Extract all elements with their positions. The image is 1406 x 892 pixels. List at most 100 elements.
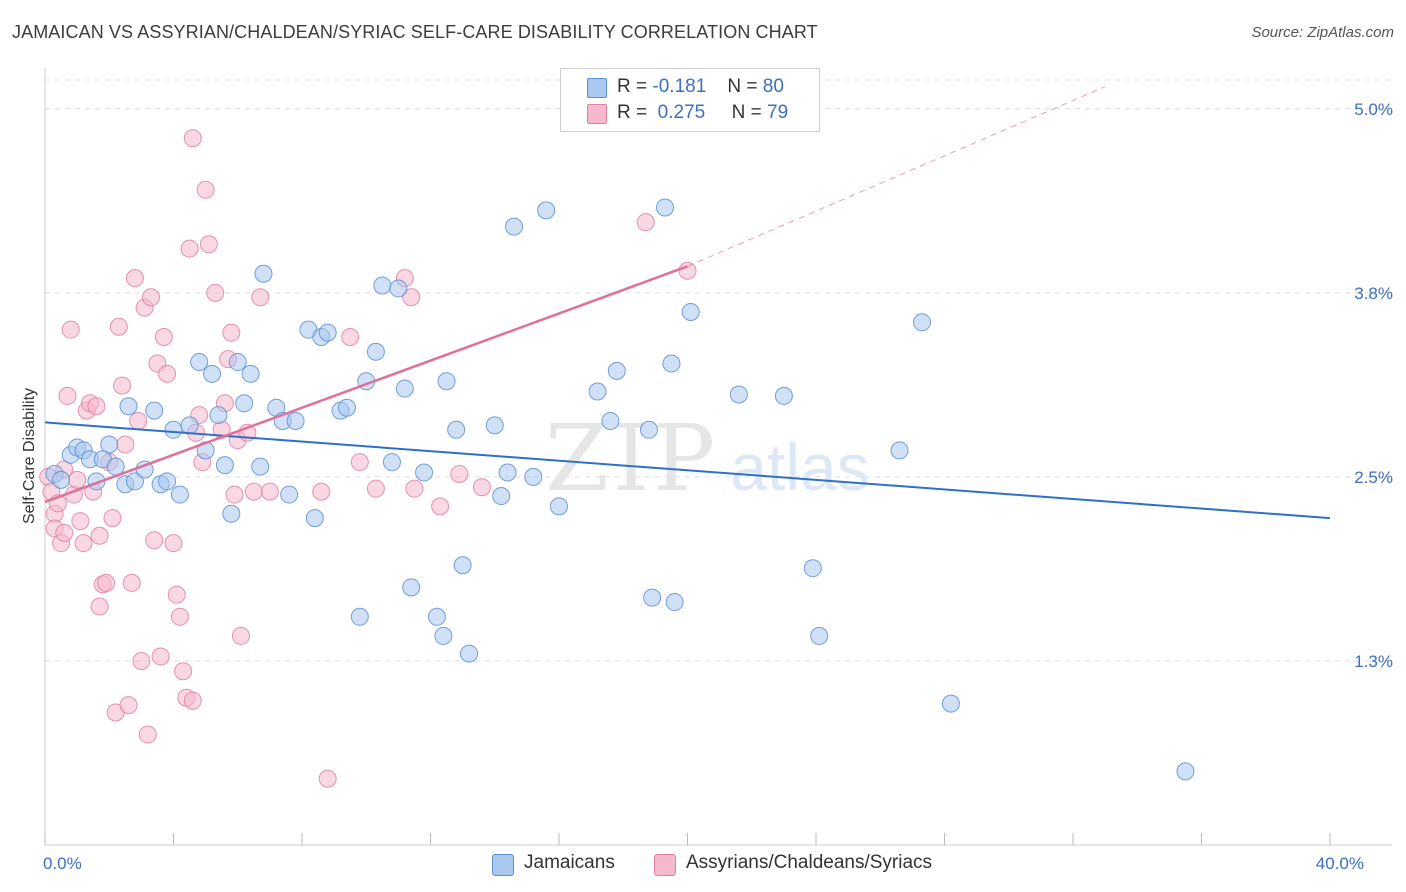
bottom-legend-label-assyrians: Assyrians/Chaldeans/Syriacs: [686, 852, 933, 873]
assyrians-point: [164, 534, 183, 553]
assyrians-point: [119, 696, 138, 715]
x-tick-label: 0.0%: [43, 854, 82, 873]
y-tick-label: 3.8%: [1354, 284, 1393, 303]
assyrians-point: [142, 288, 161, 307]
legend-r-label: R =: [617, 102, 648, 123]
assyrians-point: [174, 662, 193, 681]
jamaicans-point: [228, 353, 247, 372]
jamaicans-point: [251, 457, 270, 476]
assyrians-point: [90, 597, 109, 616]
jamaicans-point: [280, 485, 299, 504]
jamaicans-point: [164, 420, 183, 439]
jamaicans-point: [119, 397, 138, 416]
assyrians-point: [97, 573, 116, 592]
assyrians-point: [251, 288, 270, 307]
assyrians-point: [341, 328, 360, 347]
jamaicans-point: [215, 456, 234, 475]
jamaicans-point: [402, 578, 421, 597]
assyrians-point: [170, 607, 189, 626]
assyrians-point: [55, 523, 74, 542]
jamaicans-point: [810, 626, 829, 645]
assyrians-point: [167, 585, 186, 604]
assyrians-point: [206, 283, 225, 302]
jamaicans-point: [373, 276, 392, 295]
assyrians-point: [312, 482, 331, 501]
legend-r-jamaicans: -0.181: [652, 76, 707, 97]
jamaicans-point: [366, 342, 385, 361]
jamaicans-point: [222, 504, 241, 523]
bottom-legend-label-jamaicans: Jamaicans: [524, 852, 615, 873]
source-credit: Source: ZipAtlas.com: [1251, 24, 1394, 41]
assyrians-point: [122, 573, 141, 592]
jamaicans-point: [209, 406, 228, 425]
legend-swatch-jamaicans: [587, 78, 607, 98]
jamaicans-point: [639, 420, 658, 439]
assyrians-point: [244, 482, 263, 501]
assyrians-point: [318, 769, 337, 788]
jamaicans-point: [434, 626, 453, 645]
jamaicans-point: [803, 559, 822, 578]
jamaicans-point: [203, 364, 222, 383]
assyrians-point: [231, 626, 250, 645]
jamaicans-point: [485, 416, 504, 435]
assyrians-point: [225, 485, 244, 504]
y-tick-label: 1.3%: [1354, 652, 1393, 671]
assyrians-point: [196, 180, 215, 199]
jamaicans-point: [180, 416, 199, 435]
legend-n-label: N =: [731, 102, 762, 123]
jamaicans-point: [550, 497, 568, 516]
jamaicans-point: [492, 487, 511, 506]
assyrians-point: [145, 531, 164, 550]
jamaicans-point: [190, 353, 209, 372]
jamaicans-point: [254, 264, 273, 283]
stats-legend: R = -0.181 N = 80 R = 0.275 N = 79: [560, 68, 820, 132]
x-tick-label: 40.0%: [1316, 854, 1364, 873]
assyrians-point: [260, 482, 279, 501]
y-axis-label: Self-Care Disability: [21, 388, 38, 524]
assyrians-point: [103, 509, 122, 528]
assyrians-point: [222, 323, 241, 342]
jamaicans-point: [505, 217, 524, 236]
jamaicans-point: [1176, 762, 1195, 781]
assyrians-point: [125, 269, 144, 288]
assyrians-point: [366, 479, 385, 498]
jamaicans-point: [415, 463, 434, 482]
jamaicans-point: [890, 441, 909, 460]
jamaicans-point: [145, 401, 164, 420]
y-tick-label: 2.5%: [1354, 468, 1393, 487]
assyrians-point: [71, 512, 90, 531]
axes: [44, 68, 1392, 846]
jamaicans-point: [286, 411, 305, 430]
legend-n-jamaicans: 80: [762, 76, 784, 97]
jamaicans-point: [774, 386, 793, 405]
jamaicans-trend-line: [44, 421, 1331, 520]
assyrians-point: [68, 470, 87, 489]
assyrians-point: [109, 317, 128, 336]
assyrians-point: [350, 453, 369, 472]
assyrians-trend-line: [44, 265, 688, 504]
tick-labels: 1.3% 2.5% 3.8% 5.0% 0.0% 40.0%: [43, 100, 1393, 873]
jamaicans-point: [395, 379, 414, 398]
assyrians-point: [116, 435, 135, 454]
jamaicans-point: [662, 354, 681, 373]
jamaicans-point: [665, 593, 684, 612]
assyrians-point: [132, 651, 151, 670]
jamaicans-point: [305, 509, 324, 528]
jamaicans-point: [337, 398, 356, 417]
jamaicans-point: [588, 382, 607, 401]
assyrians-point: [138, 725, 157, 744]
jamaicans-point: [382, 453, 401, 472]
watermark-atlas: atlas: [730, 430, 869, 504]
jamaicans-point: [607, 361, 626, 380]
assyrians-point: [183, 129, 202, 148]
jamaicans-point: [601, 411, 620, 430]
watermark-zip: ZIP: [545, 405, 719, 512]
assyrians-point: [74, 534, 93, 553]
jamaicans-point: [460, 644, 479, 663]
assyrians-point: [402, 288, 421, 307]
assyrians-point: [87, 397, 106, 416]
jamaicans-point: [427, 607, 446, 626]
jamaicans-point: [389, 279, 408, 298]
jamaicans-point: [125, 472, 144, 491]
